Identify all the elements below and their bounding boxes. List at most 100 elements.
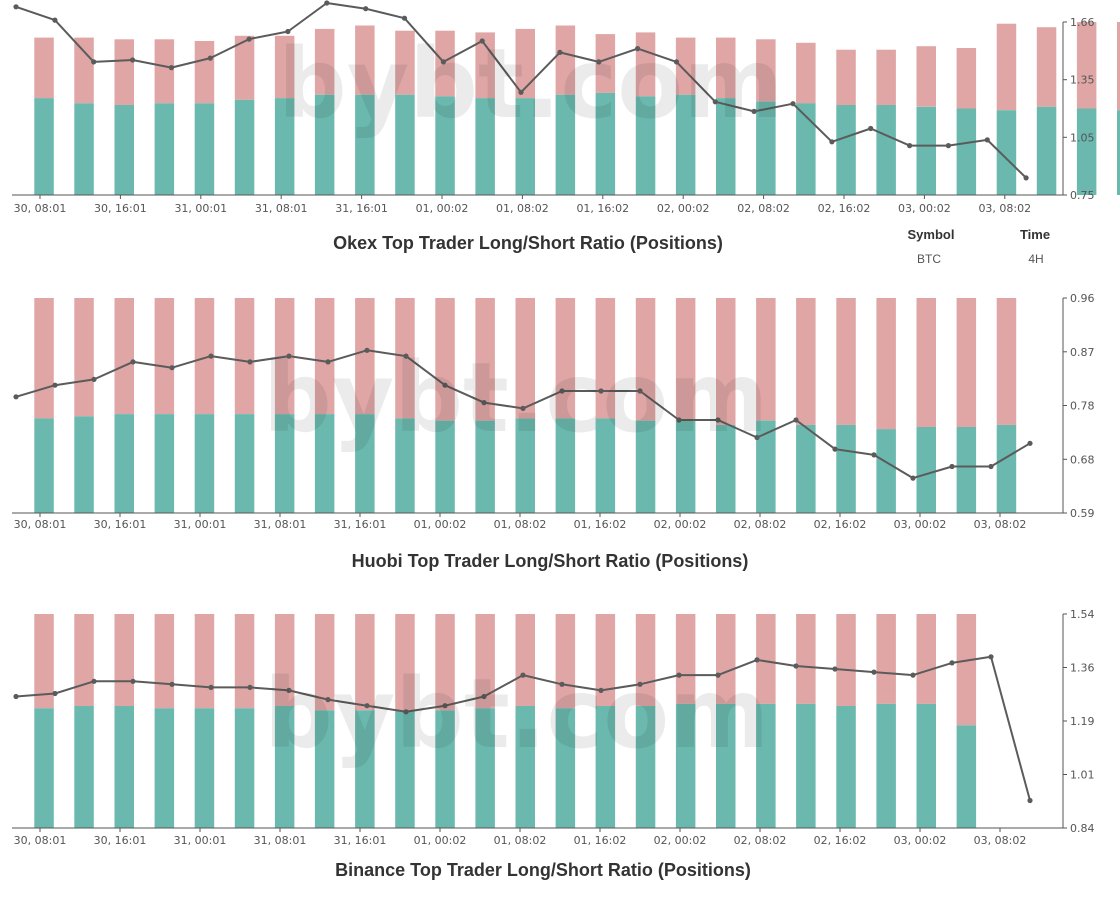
okex-long-bar-6 [274,98,295,195]
huobi-short-bar-5 [234,298,255,415]
huobi-x-tick-label-5: 01, 00:02 [414,518,467,531]
binance-long-bar-10 [435,710,455,828]
huobi-ratio-point-13 [520,405,526,411]
okex-long-bar-5 [234,99,255,195]
huobi-chart: bybt.com 0.96 0.87 0.78 0.68 0.59 30, 08:01 30… [12,292,1095,571]
huobi-long-bar-12 [515,418,535,513]
okex-long-bar-20 [836,105,856,195]
okex-short-bar-14 [595,34,616,93]
huobi-x-tick-label-7: 01, 16:02 [574,518,627,531]
huobi-long-bar-19 [796,424,816,513]
huobi-short-bar-11 [475,298,495,421]
binance-long-bar-2 [114,706,134,828]
okex-ratio-point-5 [207,55,213,61]
binance-short-bar-14 [595,614,616,706]
huobi-x-tick-label-0: 30, 08:01 [14,518,67,531]
okex-ratio-point-16 [635,46,641,52]
huobi-long-bar-9 [395,418,415,513]
huobi-short-bar-23 [956,298,977,427]
binance-x-tick-label-10: 02, 16:02 [814,834,867,847]
okex-short-bar-21 [876,49,896,106]
huobi-long-bar-24 [996,424,1017,513]
binance-long-bar-11 [475,708,495,828]
okex-ratio-point-7 [285,28,291,35]
binance-short-bar-1 [74,614,94,706]
huobi-bars [34,298,1017,514]
okex-long-bar-26 [1076,108,1097,195]
okex-ratio-point-20 [790,101,796,107]
huobi-short-bar-2 [114,298,134,415]
okex-ratio-point-18 [712,99,718,105]
huobi-ratio-point-19 [754,434,760,441]
okex-short-bar-0 [34,37,54,99]
huobi-long-bar-18 [756,420,776,514]
okex-short-bar-11 [475,32,495,99]
okex-ratio-point-0 [13,4,19,10]
okex-long-bar-3 [154,103,175,195]
okex-ratio-point-12 [479,38,485,44]
okex-short-bar-3 [154,39,175,104]
binance-x-tick-label-9: 02, 08:02 [734,834,787,847]
huobi-short-bar-8 [355,298,375,415]
binance-x-tick-label-7: 01, 16:02 [574,834,627,847]
binance-long-bar-15 [635,706,656,828]
huobi-long-bar-15 [635,420,656,514]
binance-ratio-point-11 [442,703,448,709]
okex-y-tick-label-1: 1.35 [1070,74,1095,87]
okex-ratio-point-9 [363,6,369,12]
binance-long-bar-18 [756,703,776,828]
huobi-long-bar-0 [34,418,54,513]
binance-ratio-point-22 [871,669,877,675]
huobi-ratio-point-14 [559,388,565,394]
okex-ratio-line-group [13,0,1029,181]
huobi-ratio-point-22 [871,452,877,458]
huobi-x-tick-label-3: 31, 08:01 [254,518,307,531]
binance-x-tick-label-2: 31, 00:01 [174,834,227,847]
binance-ratio-point-0 [13,693,19,700]
huobi-short-bar-10 [435,298,455,421]
binance-x-tick-label-0: 30, 08:01 [14,834,67,847]
binance-ratio-point-7 [286,687,292,694]
okex-ratio-point-6 [246,36,252,42]
okex-x-tick-label-12: 03, 08:02 [978,202,1031,215]
huobi-short-bar-24 [996,298,1017,425]
binance-ratio-point-25 [988,654,994,660]
huobi-ratio-point-6 [247,359,253,365]
binance-chart-title: Binance Top Trader Long/Short Ratio (Pos… [335,860,751,880]
huobi-ratio-point-15 [598,388,604,394]
huobi-long-bar-7 [314,414,335,513]
okex-short-bar-16 [675,37,696,95]
okex-short-bar-26 [1076,22,1097,109]
symbol-value: BTC [917,252,941,266]
okex-ratio-point-24 [945,143,952,149]
huobi-short-bar-18 [756,298,776,421]
binance-ratio-point-24 [949,660,955,666]
huobi-long-bar-17 [716,424,736,513]
binance-ratio-point-2 [91,678,97,684]
huobi-x-tick-label-12: 03, 08:02 [974,518,1027,531]
okex-long-bar-16 [675,94,696,195]
binance-x-tick-label-8: 02, 00:02 [654,834,707,847]
binance-long-bar-17 [716,703,736,828]
huobi-ratio-point-4 [169,365,175,371]
okex-short-bar-13 [555,25,576,95]
okex-bars [34,22,1120,195]
binance-short-bar-12 [515,614,535,706]
okex-ratio-point-13 [518,89,524,95]
huobi-long-bar-4 [194,414,215,513]
binance-short-bar-23 [956,614,977,726]
huobi-axes: 0.96 0.87 0.78 0.68 0.59 30, 08:01 30, 16:01 31… [12,292,1095,531]
huobi-short-bar-20 [836,298,856,425]
huobi-long-bar-13 [555,418,576,513]
huobi-y-tick-label-2: 0.78 [1070,400,1095,413]
okex-ratio-point-22 [868,125,874,132]
symbol-label: Symbol [908,227,955,242]
huobi-long-bar-14 [595,418,616,513]
huobi-short-bar-14 [595,298,616,419]
huobi-ratio-point-2 [91,376,97,382]
binance-short-bar-4 [194,614,215,709]
binance-long-bar-21 [876,703,896,828]
binance-short-bar-20 [836,614,856,706]
binance-long-bar-3 [154,708,175,828]
